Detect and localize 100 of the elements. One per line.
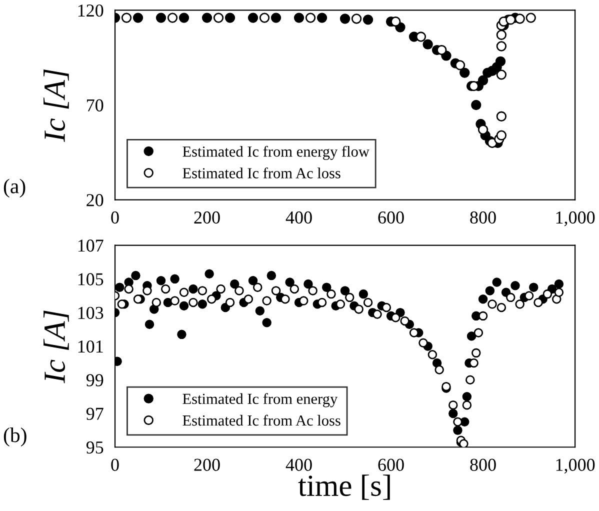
legend-label: Estimated Ic from energy flow	[182, 146, 370, 160]
point	[290, 284, 300, 294]
x-tick-label: 1,000	[556, 211, 595, 226]
point	[468, 80, 479, 92]
point	[271, 286, 281, 296]
point	[262, 296, 272, 306]
x-tick-label: 600	[378, 211, 404, 224]
point	[317, 298, 327, 308]
point	[124, 284, 134, 294]
point	[496, 111, 507, 122]
point	[436, 44, 447, 56]
point	[496, 130, 507, 140]
point	[459, 439, 468, 448]
x-tick-label: 600	[378, 458, 404, 471]
point	[418, 338, 428, 348]
point	[244, 294, 254, 304]
y-axis-title: Ic [A]	[44, 69, 69, 142]
point	[198, 286, 208, 296]
point	[478, 75, 488, 86]
point	[524, 291, 534, 300]
point	[225, 298, 235, 308]
point	[469, 358, 478, 368]
x-tick-label: 0	[111, 211, 119, 224]
y-tick-label: 101	[78, 340, 103, 353]
point	[160, 284, 170, 294]
y-tick-label: 20	[86, 194, 104, 206]
x-tick-label: 0	[111, 458, 119, 471]
point	[478, 311, 488, 321]
point	[542, 289, 552, 299]
legend-label: Estimated Ic from Ac loss	[182, 167, 340, 178]
x-tick-label: 400	[286, 458, 312, 471]
point	[133, 294, 143, 304]
point	[178, 12, 190, 23]
y-tick-label: 105	[78, 273, 104, 286]
x-tick-label: 800	[470, 458, 496, 471]
point	[224, 12, 236, 23]
point	[382, 302, 392, 312]
point	[554, 288, 564, 297]
text: (b)	[4, 428, 26, 446]
point	[428, 350, 438, 360]
point	[422, 39, 433, 50]
point	[298, 296, 308, 306]
point	[156, 12, 166, 23]
point	[340, 14, 350, 24]
point	[496, 41, 507, 52]
point	[336, 300, 346, 309]
x-tick-label: 1,000	[556, 458, 595, 474]
point	[167, 12, 178, 23]
point	[506, 14, 516, 25]
point	[448, 400, 458, 410]
point	[170, 296, 180, 306]
point	[326, 289, 336, 299]
y-tick-label: 103	[78, 306, 104, 320]
point	[514, 14, 525, 24]
point	[121, 12, 132, 23]
point	[472, 348, 481, 358]
point	[234, 286, 244, 296]
point	[351, 14, 362, 24]
point	[453, 417, 462, 427]
point	[280, 294, 290, 304]
point	[308, 286, 318, 296]
point	[216, 284, 226, 294]
x-tick-label: 400	[286, 211, 312, 224]
point	[248, 12, 258, 23]
point	[526, 12, 536, 23]
point	[294, 12, 304, 23]
text: (a)	[4, 178, 26, 198]
legend-label: Estimated Ic from Ac loss	[182, 414, 340, 426]
point	[152, 298, 162, 308]
legend-label: Estimated Ic from energy	[182, 393, 338, 408]
x-axis-title: time [s]	[298, 474, 390, 500]
point	[416, 32, 426, 42]
point	[409, 328, 419, 338]
point	[345, 292, 354, 302]
point	[460, 68, 470, 78]
point	[354, 304, 364, 314]
point	[202, 12, 212, 23]
point	[515, 300, 524, 309]
y-axis-title: Ic [A]	[44, 310, 69, 384]
point	[390, 16, 401, 27]
point	[270, 12, 282, 23]
point	[400, 316, 410, 326]
point	[474, 328, 484, 338]
point	[478, 124, 488, 135]
point	[466, 375, 475, 384]
point	[462, 400, 472, 410]
point	[372, 310, 382, 319]
point	[362, 14, 374, 25]
point	[188, 298, 198, 308]
point	[496, 70, 507, 80]
y-tick-label: 70	[87, 99, 104, 112]
y-tick-label: 97	[86, 408, 104, 420]
point	[206, 294, 216, 304]
point	[434, 365, 444, 374]
point	[495, 56, 506, 66]
point	[117, 300, 127, 309]
point	[316, 12, 328, 23]
x-tick-label: 200	[194, 458, 220, 471]
point	[213, 12, 224, 23]
point	[506, 292, 516, 302]
